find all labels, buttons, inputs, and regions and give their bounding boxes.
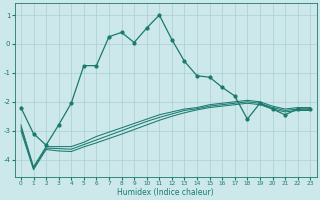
X-axis label: Humidex (Indice chaleur): Humidex (Indice chaleur) — [117, 188, 214, 197]
